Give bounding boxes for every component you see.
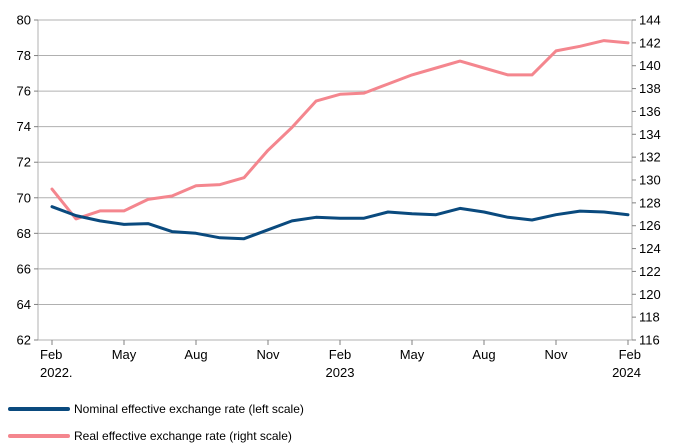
right-tick-label: 140: [639, 58, 661, 73]
right-tick-label: 126: [639, 218, 661, 233]
right-y-axis: 116 118 120 122 124 126 128 130 132 134 136 138 140 1…: [632, 13, 661, 348]
right-tick-label: 122: [639, 264, 661, 279]
right-tick-label: 124: [639, 241, 661, 256]
right-tick-label: 120: [639, 287, 661, 302]
x-tick-label: 2023: [326, 365, 355, 380]
legend-label-real: Real effective exchange rate (right scal…: [74, 429, 292, 443]
series-line-nominal: [50, 205, 630, 241]
x-tick-label: Nov: [544, 347, 568, 362]
left-tick-label: 80: [17, 13, 31, 28]
legend-swatch-real: [8, 434, 70, 438]
x-tick-label: 2024: [612, 365, 641, 380]
right-tick-label: 138: [639, 81, 661, 96]
x-tick-label: Nov: [256, 347, 280, 362]
right-tick-label: 132: [639, 150, 661, 165]
left-tick-label: 70: [17, 190, 31, 205]
left-tick-label: 68: [17, 226, 31, 241]
left-tick-label: 72: [17, 155, 31, 170]
left-tick-label: 74: [17, 119, 31, 134]
x-tick-label: Feb: [619, 347, 641, 362]
x-tick-label: Aug: [472, 347, 495, 362]
plot-area: [37, 19, 633, 341]
left-tick-label: 64: [17, 297, 31, 312]
left-tick-label: 78: [17, 48, 31, 63]
series-lines: [50, 39, 630, 241]
left-tick-label: 66: [17, 261, 31, 276]
left-y-axis: 62 64 66 68 70 72 74 76 78 80: [17, 13, 38, 348]
right-tick-label: 118: [639, 310, 660, 325]
x-tick-label: Feb: [40, 347, 62, 362]
x-axis: Feb 2022. May Aug Nov Feb 2023 May Aug Nov Feb 2024: [40, 340, 641, 380]
legend-label-nominal: Nominal effective exchange rate (left sc…: [74, 402, 304, 416]
x-tick-label: Aug: [184, 347, 207, 362]
legend-swatch-nominal: [8, 407, 70, 411]
x-tick-label: 2022.: [40, 365, 73, 380]
legend-item-real: Real effective exchange rate (right scal…: [8, 429, 292, 443]
gridlines: [38, 55, 632, 305]
x-tick-label: May: [400, 347, 425, 362]
right-tick-label: 134: [639, 127, 661, 142]
right-tick-label: 142: [639, 35, 661, 50]
right-tick-label: 130: [639, 173, 661, 188]
left-tick-label: 62: [17, 333, 31, 348]
right-tick-label: 116: [639, 333, 660, 348]
left-tick-label: 76: [17, 84, 31, 99]
right-tick-label: 144: [639, 13, 661, 28]
x-tick-label: Feb: [329, 347, 351, 362]
legend-item-nominal: Nominal effective exchange rate (left sc…: [8, 402, 304, 416]
right-tick-label: 136: [639, 104, 661, 119]
x-tick-label: May: [112, 347, 137, 362]
right-tick-label: 128: [639, 195, 661, 210]
series-line-real: [50, 39, 630, 221]
